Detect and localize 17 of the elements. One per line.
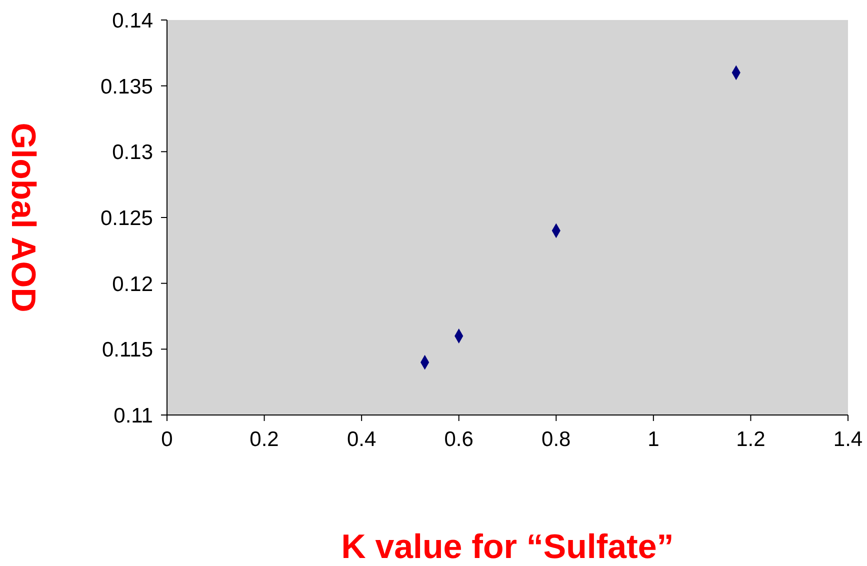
x-tick-label: 0.2	[250, 428, 279, 451]
x-tick-label: 0.8	[542, 428, 571, 451]
y-tick-label: 0.13	[112, 141, 153, 164]
x-tick-label: 1	[648, 428, 660, 451]
x-tick-label: 1.4	[833, 428, 863, 451]
y-tick-label: 0.135	[100, 75, 153, 98]
y-tick-label: 0.11	[114, 404, 153, 428]
x-tick-label: 0	[161, 428, 173, 451]
x-tick-label: 1.2	[736, 428, 766, 451]
y-axis-title: Global AOD	[4, 122, 42, 312]
x-axis-title: Κ value for “Sulfate”	[341, 528, 674, 566]
x-tick-label: 0.4	[346, 428, 376, 451]
y-tick-label: 0.12	[112, 272, 153, 296]
x-tick-label: 0.6	[444, 428, 474, 451]
y-tick-label: 0.14	[112, 9, 154, 32]
y-tick-label: 0.115	[102, 338, 153, 362]
y-tick-label: 0.125	[100, 206, 153, 230]
